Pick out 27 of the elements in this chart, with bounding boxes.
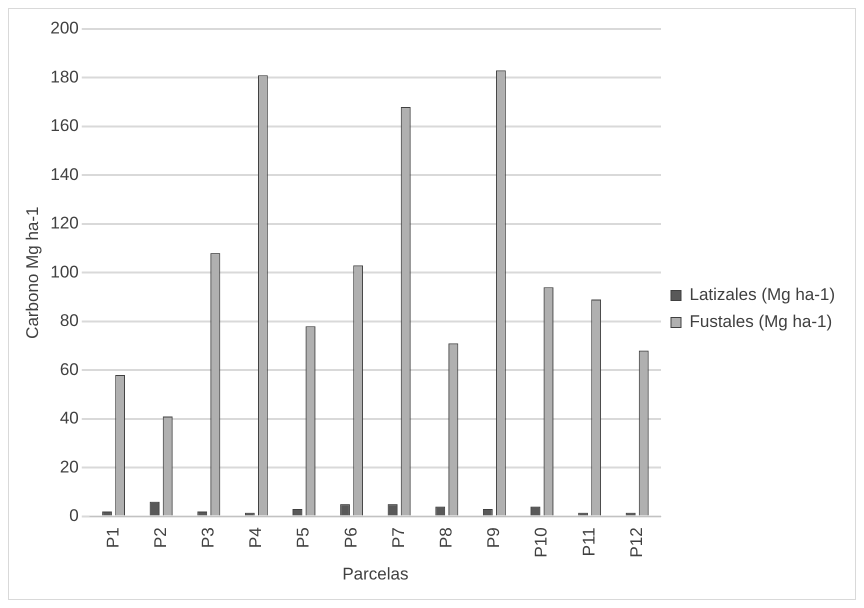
x-tick-label: P1 xyxy=(103,527,122,548)
x-tick-label: P11 xyxy=(579,527,598,556)
y-tick-label: 80 xyxy=(60,311,79,330)
y-tick-label: 100 xyxy=(50,262,79,282)
y-axis-title: Carbono Mg ha-1 xyxy=(22,206,42,339)
y-tick-label: 180 xyxy=(50,67,79,86)
x-tick-label: P9 xyxy=(484,527,504,548)
legend-label: Fustales (Mg ha-1) xyxy=(689,312,832,332)
y-tick-label: 20 xyxy=(60,457,79,476)
legend-label: Latizales (Mg ha-1) xyxy=(689,285,836,304)
y-tick-label: 120 xyxy=(50,214,79,233)
x-axis-title: Parcelas xyxy=(342,564,408,584)
x-tick-label: P3 xyxy=(198,527,218,548)
y-tick-label: 200 xyxy=(50,18,79,38)
y-tick-label: 160 xyxy=(50,116,79,136)
x-tick-label: P10 xyxy=(532,527,551,558)
x-tick-label: P5 xyxy=(294,527,313,548)
y-tick-label: 140 xyxy=(50,164,79,184)
x-tick-label: P6 xyxy=(341,527,360,548)
x-tick-label: P2 xyxy=(150,527,170,548)
x-tick-label: P7 xyxy=(388,527,408,548)
x-tick-label: P8 xyxy=(436,527,456,548)
y-tick-label: 40 xyxy=(60,408,79,428)
x-tick-label: P12 xyxy=(626,527,646,558)
y-tick-label: 0 xyxy=(69,506,79,526)
x-tick-label: P4 xyxy=(246,527,266,548)
y-tick-label: 60 xyxy=(60,360,79,379)
